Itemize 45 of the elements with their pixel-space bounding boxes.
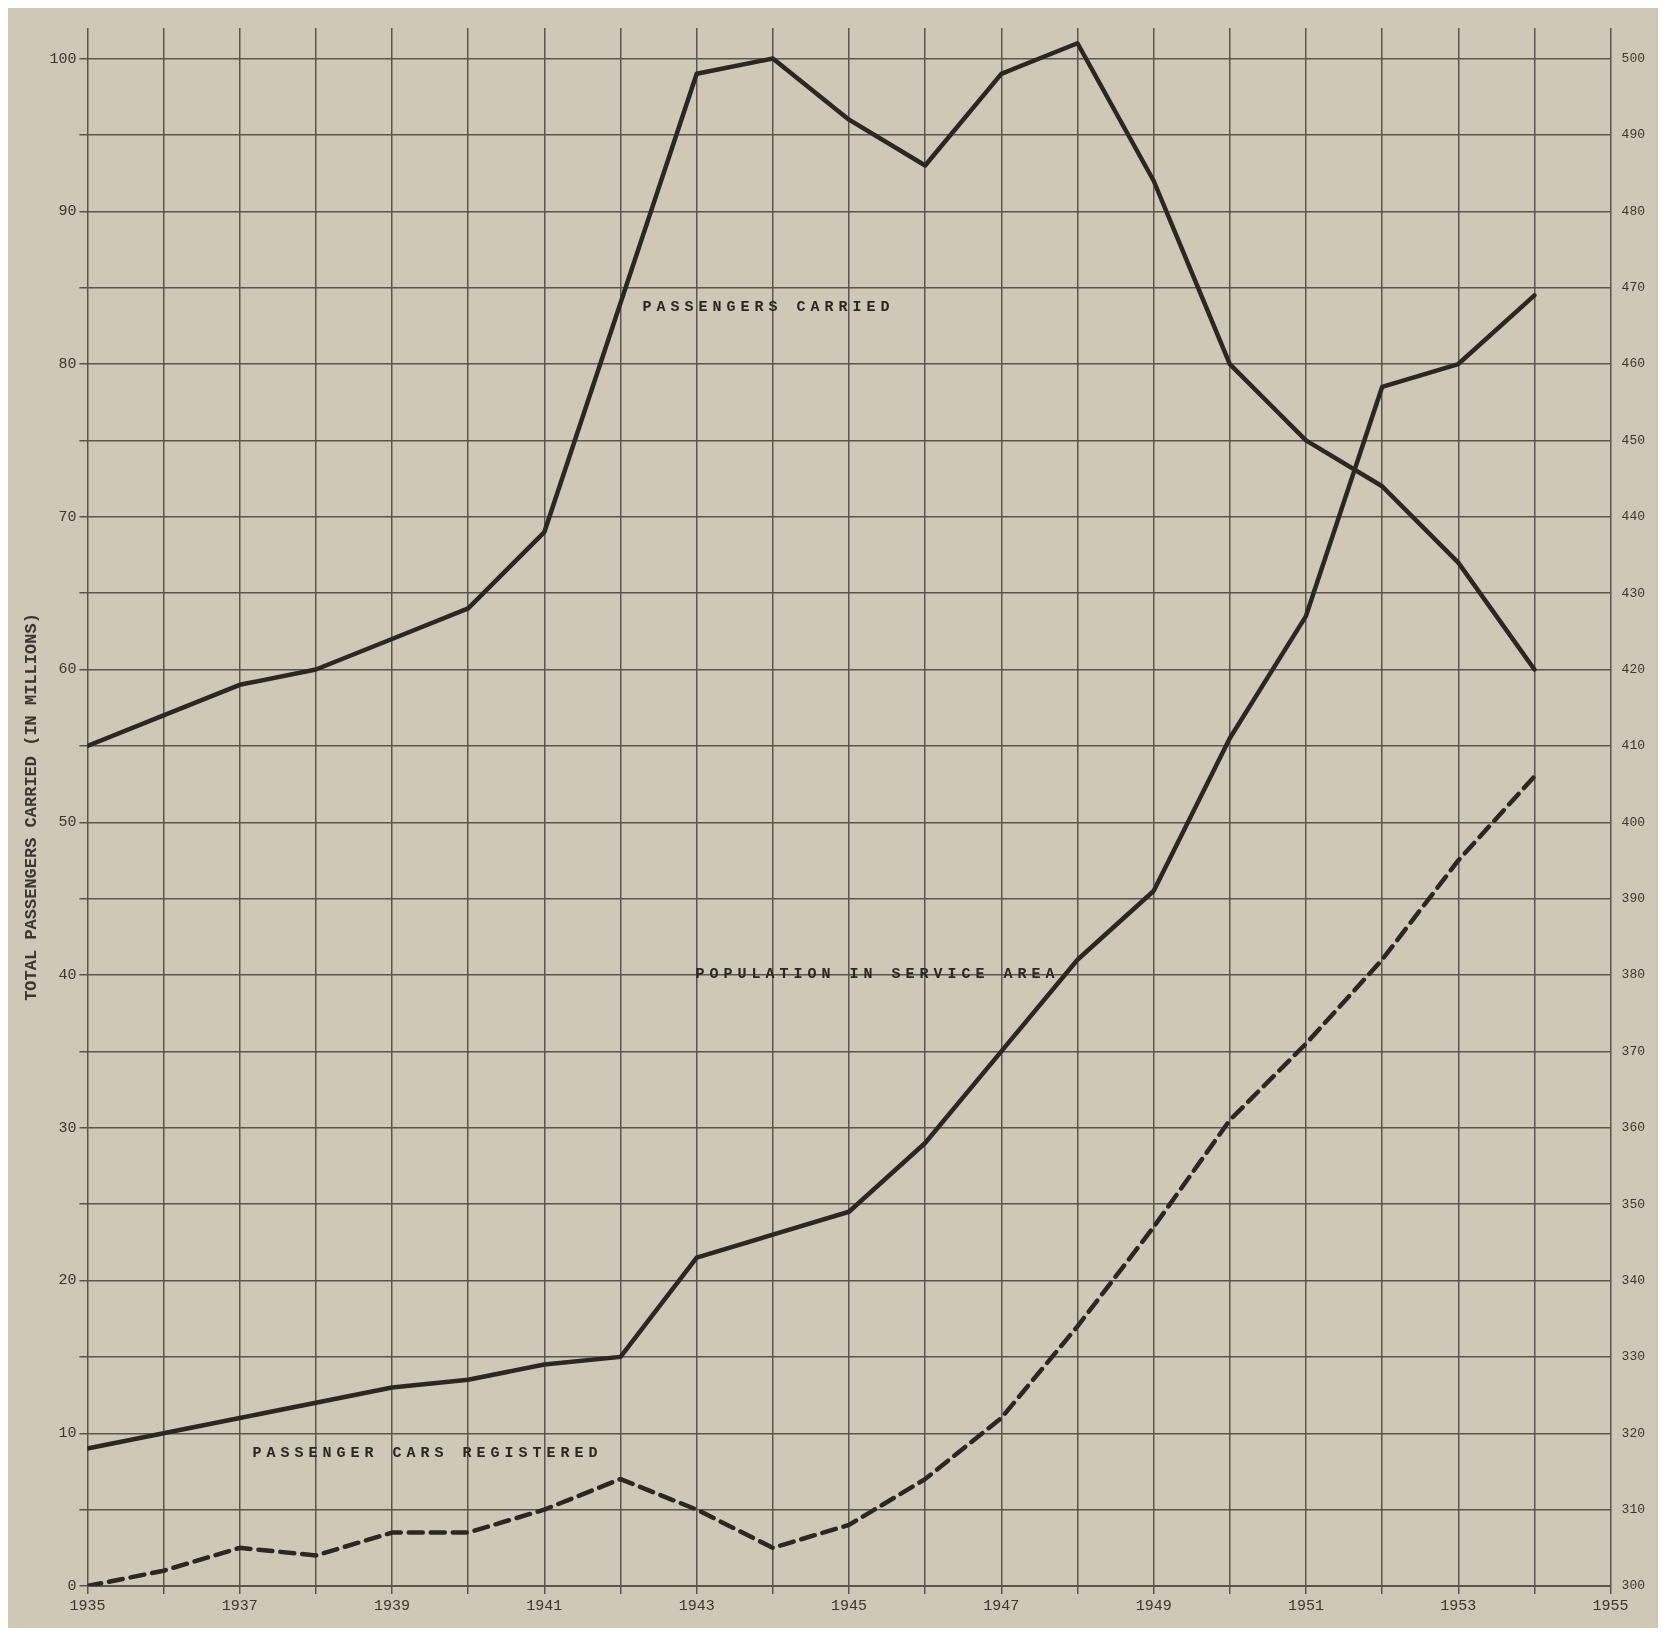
x-tick-label: 1937 [221,1597,258,1615]
line-series [87,774,1537,1586]
y2-tick-label: 470 [1621,280,1645,296]
x-tick-label: 1955 [1592,1597,1629,1615]
y-tick-label: 70 [58,508,77,526]
y-tick-label: 40 [58,966,77,984]
y2-tick-label: 490 [1621,127,1645,143]
y2-tick-label: 400 [1621,814,1645,830]
y2-tick-label: 380 [1621,967,1645,983]
x-tick-label: 1943 [678,1597,715,1615]
y-tick-label: 80 [58,356,77,374]
y2-tick-label: 330 [1621,1349,1645,1365]
y2-tick-label: 500 [1621,50,1645,66]
y-tick-label: 100 [49,50,77,68]
x-tick-label: 1939 [374,1597,411,1615]
y-tick-label: 60 [58,661,77,679]
y-tick-label: 10 [58,1425,77,1443]
y2-tick-label: 420 [1621,661,1645,677]
x-tick-label: 1949 [1135,1597,1172,1615]
y2-tick-label: 300 [1621,1578,1645,1594]
y2-tick-label: 430 [1621,585,1645,601]
y2-tick-label: 440 [1621,509,1645,525]
x-tick-label: 1953 [1440,1597,1477,1615]
y2-tick-label: 460 [1621,356,1645,372]
x-tick-label: 1945 [830,1597,868,1615]
y2-tick-label: 350 [1621,1196,1645,1212]
y-tick-label: 90 [58,203,77,221]
y2-tick-label: 390 [1621,891,1645,907]
y2-tick-label: 340 [1621,1272,1645,1288]
y2-tick-label: 310 [1621,1502,1645,1518]
y2-tick-label: 480 [1621,203,1645,219]
y-tick-label: 30 [58,1119,77,1137]
x-tick-label: 1941 [526,1597,563,1615]
y-tick-label: 20 [58,1272,77,1290]
y-axis-title: TOTAL PASSENGERS CARRIED (IN MILLIONS) [22,613,42,1001]
x-tick-label: 1947 [983,1597,1020,1615]
y-tick-label: 0 [67,1577,77,1595]
y2-tick-label: 320 [1621,1425,1645,1441]
x-tick-label: 1935 [69,1597,106,1615]
y2-tick-label: 360 [1621,1120,1645,1136]
y-tick-label: 50 [58,814,77,832]
y2-tick-label: 450 [1621,432,1645,448]
y2-tick-label: 370 [1621,1043,1645,1059]
x-tick-label: 1951 [1287,1597,1324,1615]
y2-tick-label: 410 [1621,738,1645,754]
